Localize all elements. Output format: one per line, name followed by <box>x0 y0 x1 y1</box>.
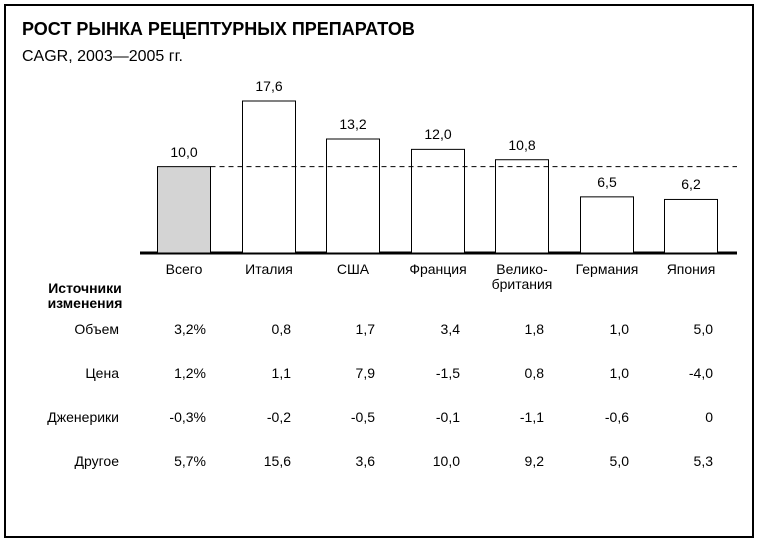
table-cell: 5,0 <box>693 321 713 337</box>
table-cell: -0,1 <box>435 409 460 425</box>
chart-subtitle: CAGR, 2003—2005 гг. <box>22 48 183 65</box>
table-cell: -0,3% <box>169 409 206 425</box>
row-label: Объем <box>74 321 119 337</box>
table-cell: 0 <box>705 409 713 425</box>
bar <box>326 138 380 254</box>
table-cell: -0,2 <box>266 409 291 425</box>
table-cell: 1,1 <box>271 365 291 381</box>
table-cell: -4,0 <box>688 365 713 381</box>
table-cell: 1,7 <box>355 321 375 337</box>
bar <box>495 159 549 254</box>
category-label: Велико- британия <box>491 261 553 292</box>
bar <box>242 100 296 254</box>
table-cell: 9,2 <box>524 453 544 469</box>
table-cell: 3,2% <box>174 321 206 337</box>
table-cell: 7,9 <box>355 365 375 381</box>
category-label: Франция <box>409 261 467 277</box>
row-label: Цена <box>85 365 119 381</box>
value-label: 12,0 <box>424 126 452 143</box>
bar <box>157 166 211 254</box>
table-cell: 0,8 <box>271 321 291 337</box>
table-header: Источники изменения <box>47 280 123 311</box>
value-label: 10,8 <box>508 136 536 153</box>
row-label: Дженерики <box>47 409 119 425</box>
category-label: Япония <box>666 261 716 277</box>
table-cell: 10,0 <box>432 453 460 469</box>
table-cell: 15,6 <box>263 453 291 469</box>
bar <box>580 196 634 254</box>
table-cell: 5,0 <box>609 453 629 469</box>
category-label: Германия <box>575 261 639 277</box>
table-cell: -1,5 <box>435 365 460 381</box>
table-cell: -0,5 <box>350 409 375 425</box>
category-label: Италия <box>245 261 293 277</box>
value-label: 17,6 <box>255 78 283 94</box>
table-cell: -1,1 <box>519 409 544 425</box>
table-cell: 1,0 <box>609 321 629 337</box>
value-label: 6,2 <box>681 176 701 193</box>
category-label: США <box>336 261 370 277</box>
value-label: 10,0 <box>170 143 198 160</box>
chart-title: РОСТ РЫНКА РЕЦЕПТУРНЫХ ПРЕПАРАТОВ <box>22 19 415 39</box>
table-cell: -0,6 <box>604 409 629 425</box>
table-cell: 1,2% <box>174 365 206 381</box>
table-cell: 3,6 <box>355 453 375 469</box>
bar <box>664 198 718 254</box>
table-cell: 3,4 <box>440 321 460 337</box>
row-label: Другое <box>74 453 119 469</box>
table-cell: 0,8 <box>524 365 544 381</box>
value-label: 6,5 <box>597 173 617 190</box>
value-label: 13,2 <box>339 116 367 132</box>
table-cell: 1,8 <box>524 321 544 337</box>
category-label: Всего <box>165 261 203 277</box>
table-cell: 5,3 <box>693 453 713 469</box>
table-cell: 5,7% <box>174 453 206 469</box>
frame <box>4 4 754 538</box>
bar <box>411 148 465 254</box>
table-cell: 1,0 <box>609 365 629 381</box>
